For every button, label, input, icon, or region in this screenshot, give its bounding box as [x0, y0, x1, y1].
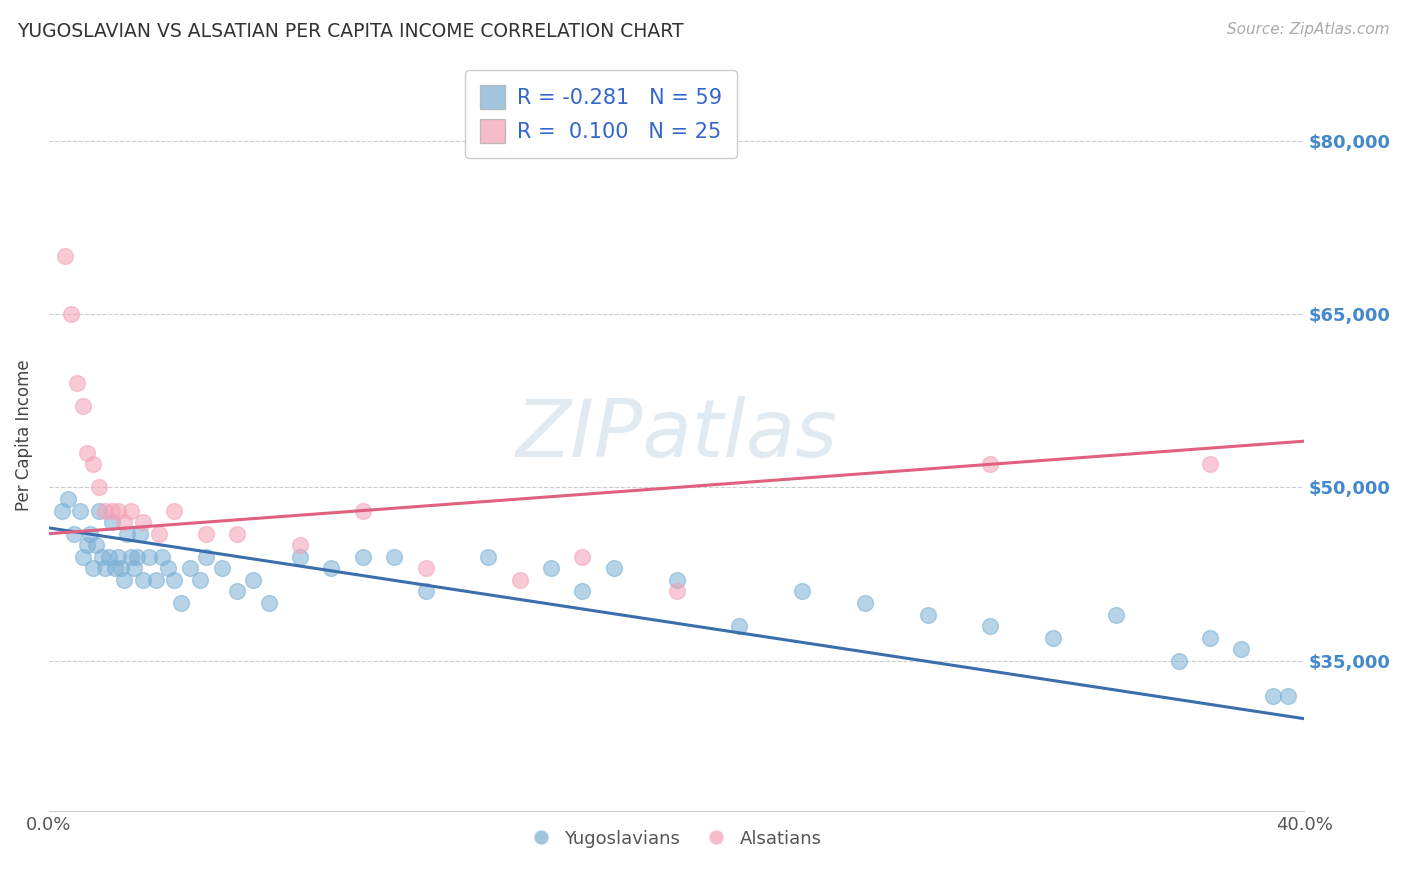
Point: [571, 584, 593, 599]
Point: [76, 538, 98, 552]
Point: [107, 503, 129, 517]
Point: [382, 549, 405, 564]
Point: [94, 561, 117, 575]
Point: [917, 607, 939, 622]
Point: [1261, 689, 1284, 703]
Point: [72, 400, 94, 414]
Point: [76, 446, 98, 460]
Point: [979, 619, 1001, 633]
Point: [477, 549, 499, 564]
Point: [100, 503, 122, 517]
Point: [163, 503, 186, 517]
Point: [138, 549, 160, 564]
Point: [1199, 631, 1222, 645]
Point: [79, 526, 101, 541]
Point: [63, 526, 86, 541]
Point: [194, 549, 217, 564]
Point: [66, 376, 89, 391]
Point: [89, 503, 111, 517]
Point: [157, 561, 180, 575]
Point: [110, 561, 132, 575]
Point: [352, 549, 374, 564]
Point: [125, 549, 148, 564]
Point: [979, 458, 1001, 472]
Point: [117, 526, 139, 541]
Point: [150, 549, 173, 564]
Point: [120, 549, 142, 564]
Point: [853, 596, 876, 610]
Point: [163, 573, 186, 587]
Point: [790, 584, 813, 599]
Point: [100, 515, 122, 529]
Point: [129, 526, 152, 541]
Point: [257, 596, 280, 610]
Point: [179, 561, 201, 575]
Point: [97, 549, 120, 564]
Point: [321, 561, 343, 575]
Point: [728, 619, 751, 633]
Point: [69, 503, 91, 517]
Point: [112, 515, 135, 529]
Point: [352, 503, 374, 517]
Point: [82, 561, 104, 575]
Text: Source: ZipAtlas.com: Source: ZipAtlas.com: [1226, 22, 1389, 37]
Point: [59, 307, 82, 321]
Point: [1277, 689, 1299, 703]
Point: [89, 480, 111, 494]
Point: [665, 573, 688, 587]
Point: [104, 561, 127, 575]
Point: [84, 538, 107, 552]
Point: [226, 526, 249, 541]
Point: [53, 249, 76, 263]
Point: [188, 573, 211, 587]
Point: [112, 573, 135, 587]
Point: [120, 503, 142, 517]
Point: [571, 549, 593, 564]
Point: [72, 549, 94, 564]
Point: [51, 503, 73, 517]
Point: [415, 561, 437, 575]
Point: [603, 561, 626, 575]
Point: [56, 491, 79, 506]
Point: [132, 573, 155, 587]
Point: [1042, 631, 1064, 645]
Point: [91, 549, 114, 564]
Point: [242, 573, 264, 587]
Point: [415, 584, 437, 599]
Point: [1167, 654, 1189, 668]
Text: ZIPatlas: ZIPatlas: [516, 396, 838, 475]
Point: [1230, 642, 1253, 657]
Point: [82, 458, 104, 472]
Point: [509, 573, 531, 587]
Point: [226, 584, 249, 599]
Legend: Yugoslavians, Alsatians: Yugoslavians, Alsatians: [524, 822, 828, 855]
Text: YUGOSLAVIAN VS ALSATIAN PER CAPITA INCOME CORRELATION CHART: YUGOSLAVIAN VS ALSATIAN PER CAPITA INCOM…: [17, 22, 683, 41]
Point: [122, 561, 145, 575]
Point: [94, 503, 117, 517]
Point: [288, 538, 311, 552]
Point: [1199, 458, 1222, 472]
Point: [211, 561, 233, 575]
Point: [194, 526, 217, 541]
Point: [665, 584, 688, 599]
Point: [148, 526, 170, 541]
Point: [1105, 607, 1128, 622]
Point: [145, 573, 167, 587]
Point: [288, 549, 311, 564]
Point: [170, 596, 193, 610]
Point: [132, 515, 155, 529]
Point: [540, 561, 562, 575]
Y-axis label: Per Capita Income: Per Capita Income: [15, 359, 32, 511]
Point: [107, 549, 129, 564]
